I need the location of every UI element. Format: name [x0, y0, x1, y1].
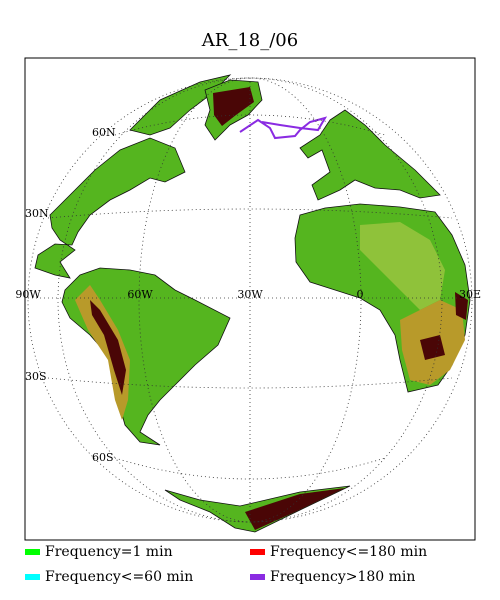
legend-swatch	[25, 549, 40, 555]
legend-swatch	[250, 574, 265, 580]
lon-label: 60W	[127, 288, 153, 301]
route-path	[239, 116, 328, 140]
legend-label: Frequency=1 min	[45, 544, 173, 560]
north-america	[34, 137, 186, 279]
parallel	[114, 114, 386, 136]
legend-label: Frequency<=60 min	[45, 569, 193, 585]
map-title: AR_18_/06	[201, 30, 298, 51]
lon-label: 0	[357, 288, 364, 301]
east-africa-peak	[420, 292, 468, 360]
meridian	[138, 77, 362, 523]
lat-label: 30N	[25, 207, 49, 220]
legend-swatch	[25, 574, 40, 580]
lon-label: 30W	[237, 288, 263, 301]
europe	[299, 109, 441, 201]
africa-highlands	[360, 222, 445, 310]
andes-peak	[90, 300, 126, 395]
lat-label: 30S	[25, 370, 47, 383]
legend: Frequency=1 min Frequency<=180 min Frequen…	[25, 544, 427, 585]
lat-label: 60N	[92, 126, 116, 139]
legend-swatch	[250, 549, 265, 555]
legend-label: Frequency<=180 min	[270, 544, 427, 560]
meridian	[57, 77, 443, 523]
lon-label: 90W	[15, 288, 41, 301]
globe	[27, 74, 473, 533]
antarctic-ice	[245, 488, 345, 530]
lon-label: 30E	[459, 288, 481, 301]
andes	[75, 285, 130, 420]
greenland-ice	[213, 87, 254, 126]
lat-label: 60S	[92, 451, 114, 464]
legend-label: Frequency>180 min	[270, 569, 415, 585]
